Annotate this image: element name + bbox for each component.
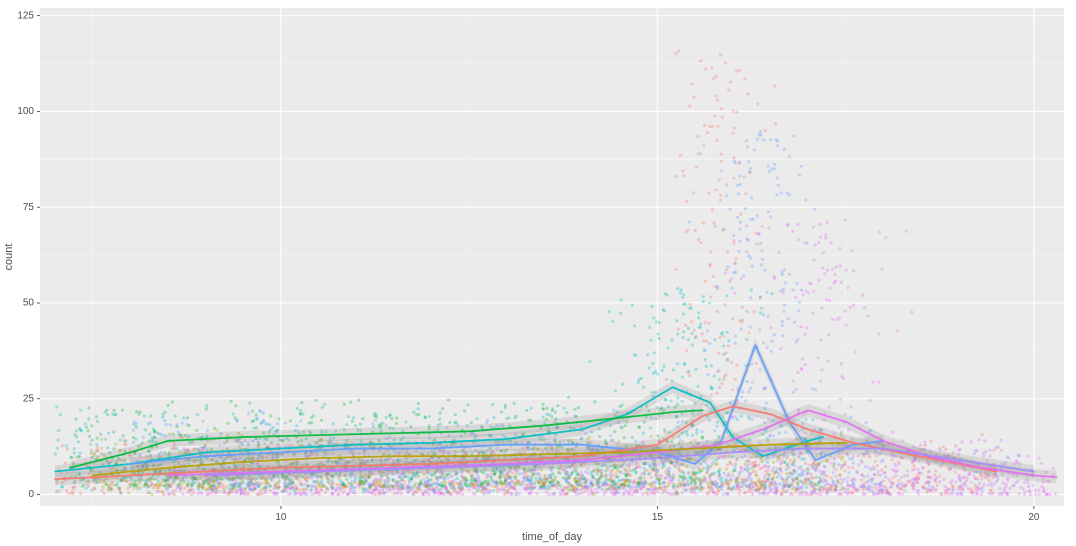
y-axis-label: count xyxy=(3,244,15,271)
scatter-chart: 0255075100125101520time_of_daycount xyxy=(0,0,1076,546)
x-axis-label: time_of_day xyxy=(522,531,582,543)
chart-svg: 0255075100125101520time_of_daycount xyxy=(0,0,1076,546)
